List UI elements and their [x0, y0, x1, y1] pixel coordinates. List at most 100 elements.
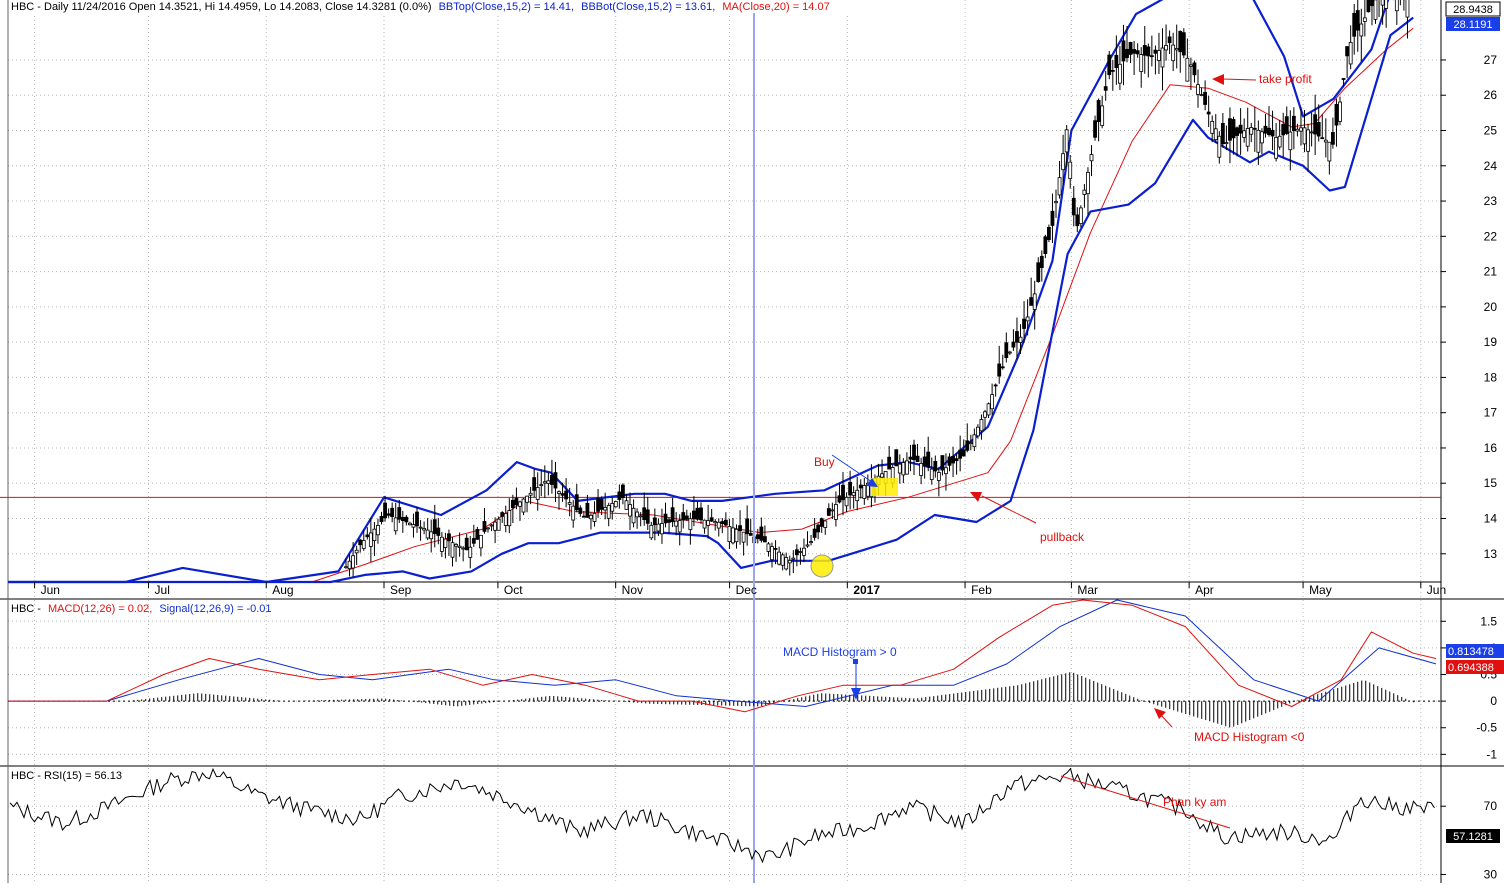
bollinger-top-line — [8, 0, 1390, 584]
candle-body — [1366, 0, 1371, 13]
candle-body — [958, 449, 963, 459]
candle-body — [688, 518, 693, 531]
candle-body — [1323, 139, 1328, 143]
candle-body — [880, 473, 884, 478]
candle-body — [439, 536, 444, 552]
macd-hist-negative-label: MACD Histogram <0 — [1194, 730, 1305, 744]
candle-body — [770, 546, 774, 561]
candle-body — [816, 524, 821, 533]
candle-body — [972, 434, 977, 448]
candle-body — [841, 484, 845, 501]
candle-body — [553, 472, 558, 489]
candle-body — [791, 557, 796, 560]
candle-body — [727, 526, 732, 542]
candle-body — [1313, 114, 1318, 135]
candle-body — [997, 363, 1002, 377]
candle-body — [1078, 207, 1083, 225]
candle-body — [347, 560, 352, 570]
candle-body — [837, 495, 842, 503]
candle-body — [944, 467, 948, 475]
divergence-label: Phan ky am — [1163, 795, 1226, 809]
candle-body — [1068, 161, 1073, 180]
candle-body — [713, 521, 718, 524]
candle-body — [1110, 70, 1115, 72]
candle-body — [961, 449, 966, 457]
macd-badge-macd: 0.694388 — [1448, 662, 1494, 674]
candle-body — [383, 502, 387, 519]
y-tick-label: 14 — [1484, 512, 1498, 526]
candle-body — [1362, 17, 1367, 22]
candle-body — [954, 458, 959, 462]
buy-annotation: Buy — [814, 454, 898, 496]
y-tick-label: 20 — [1484, 300, 1498, 314]
candle-body — [532, 477, 537, 491]
candle-body — [589, 514, 593, 520]
pullback-arrow-head — [970, 492, 982, 502]
candle-body — [990, 394, 995, 410]
candle-body — [518, 501, 522, 507]
candle-body — [745, 518, 750, 535]
candle-body — [425, 529, 430, 539]
candle-body — [1196, 84, 1200, 95]
candle-body — [592, 512, 597, 522]
candle-body — [734, 528, 739, 543]
candle-body — [1359, 23, 1364, 37]
candle-body — [496, 518, 501, 531]
y-tick-label: 15 — [1484, 476, 1498, 490]
candle-body — [482, 521, 487, 532]
y-tick-label: 0 — [1490, 694, 1497, 708]
rsi-divergence-annotation: Phan ky am — [1060, 775, 1231, 829]
macd-histogram — [8, 672, 1441, 728]
candle-body — [968, 442, 973, 444]
y-tick-label: 27 — [1484, 53, 1498, 67]
candle-body — [1199, 94, 1204, 96]
candle-body — [1252, 127, 1257, 130]
candle-body — [457, 545, 462, 548]
candle-body — [1047, 227, 1051, 240]
candle-body — [535, 487, 540, 500]
candle-body — [1189, 64, 1193, 67]
candle-body — [699, 507, 703, 521]
y-tick-label: 19 — [1484, 335, 1498, 349]
candle-body — [1125, 48, 1129, 59]
rsi-y-axis: 70 30 — [1441, 799, 1497, 881]
candle-body — [1224, 142, 1229, 145]
macd-header: HBC - MACD(12,26) = 0.02, Signal(12,26,9… — [11, 603, 272, 615]
candle-body — [613, 501, 618, 508]
candle-body — [1128, 41, 1133, 55]
candle-body — [670, 507, 675, 523]
candle-body — [564, 490, 569, 500]
candle-body — [1075, 214, 1080, 227]
candle-body — [539, 484, 544, 487]
candle-body — [652, 517, 657, 526]
low-marker-circle — [810, 554, 834, 578]
candle-body — [1146, 46, 1151, 57]
candle-body — [940, 455, 945, 471]
candle-body — [642, 507, 647, 520]
candle-body — [574, 494, 579, 511]
candle-body — [723, 519, 728, 526]
candle-body — [500, 512, 505, 517]
candle-body — [365, 534, 370, 538]
candle-body — [1373, 0, 1378, 20]
macd-badges: 0.813478 0.694388 — [1446, 644, 1504, 674]
candle-body — [919, 463, 924, 476]
x-tick-label: Jun — [41, 583, 60, 597]
candle-body — [628, 504, 632, 517]
candle-body — [1210, 121, 1215, 134]
candle-body — [1135, 50, 1140, 55]
candle-body — [450, 542, 455, 558]
candle-body — [528, 492, 533, 496]
candle-body — [692, 510, 696, 520]
candle-body — [471, 538, 476, 544]
x-tick-label: Sep — [390, 583, 412, 597]
candle-body — [610, 503, 615, 512]
candle-body — [464, 537, 469, 551]
candle-body — [1316, 122, 1321, 137]
candle-body — [1228, 118, 1232, 141]
candle-body — [1039, 255, 1044, 269]
candle-body — [411, 524, 416, 528]
candle-body — [1352, 12, 1357, 37]
candle-body — [1263, 125, 1268, 134]
candle-body — [1167, 36, 1172, 44]
